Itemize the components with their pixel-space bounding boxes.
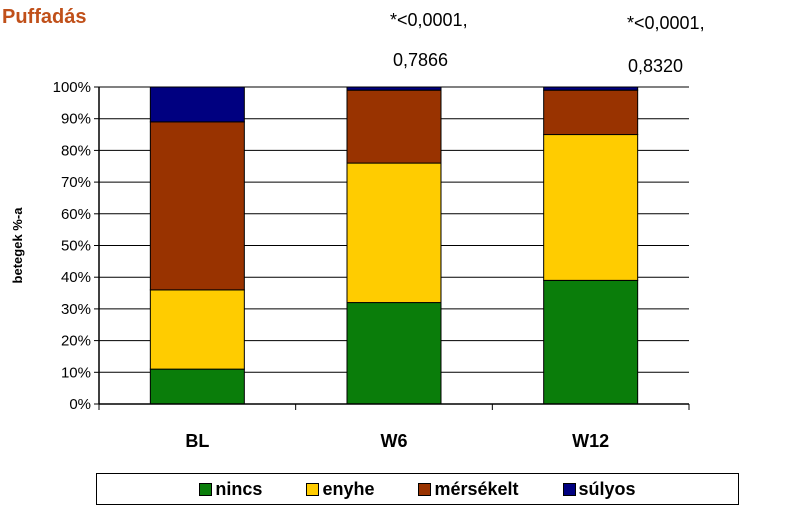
bar-segment-enyhe — [543, 134, 639, 281]
y-tick-label: 70% — [61, 174, 91, 191]
x-tick-label: BL — [185, 431, 209, 451]
axes — [94, 86, 690, 410]
y-tick-label: 20% — [61, 333, 91, 350]
y-tick-label: 0% — [69, 396, 91, 413]
bar-segment-enyhe — [346, 162, 442, 304]
bar-segment-sulyos — [346, 86, 442, 91]
y-tick-label: 10% — [61, 364, 91, 381]
y-tick-label: 80% — [61, 142, 91, 159]
bar-segment-mersekelt — [149, 121, 245, 291]
bar-segment-mersekelt — [346, 89, 442, 164]
bar-segment-mersekelt — [543, 89, 639, 136]
legend-label-nincs: nincs — [215, 478, 263, 499]
legend-item-nincs: nincs — [199, 479, 262, 500]
pvalue-w12-line2: 0,8320 — [628, 56, 684, 76]
y-tick-label: 90% — [61, 111, 91, 128]
y-tick-label: 50% — [61, 238, 91, 255]
y-tick-label: 30% — [61, 301, 91, 318]
axis-labels: 0% 10% 20% 30% 40% 50% 60% 70% 80% 90% 100% BL W6 W12… — [10, 79, 609, 451]
x-tick-label: W12 — [572, 431, 609, 451]
bar-segment-sulyos — [149, 86, 245, 123]
pvalue-w6-line1: *<0,0001, — [390, 10, 468, 30]
legend-label-enyhe: enyhe — [322, 478, 375, 499]
legend-swatch-sulyos — [562, 482, 576, 496]
stacked-bar-chart: 0% 10% 20% 30% 40% 50% 60% 70% 80% 90% 100% BL W6 W12… — [10, 79, 690, 451]
legend-item-enyhe: enyhe — [306, 479, 374, 500]
legend-swatch-nincs — [199, 482, 213, 496]
legend-item-sulyos: súlyos — [562, 478, 636, 500]
x-tick-label: W6 — [381, 431, 408, 451]
pvalue-w12-line1: *<0,0001, — [627, 13, 705, 33]
bar-segment-sulyos — [543, 86, 639, 91]
legend: nincs enyhe mérsékelt súlyos — [96, 473, 739, 505]
legend-swatch-enyhe — [306, 482, 320, 496]
y-tick-label: 40% — [61, 269, 91, 286]
chart-title: Puffadás — [2, 6, 87, 28]
y-tick-label: 100% — [53, 79, 91, 96]
bar-segment-enyhe — [149, 289, 245, 370]
bar-segment-nincs — [149, 368, 245, 405]
bar-segment-nincs — [543, 279, 639, 405]
legend-label-mersekelt: mérsékelt — [434, 478, 519, 499]
legend-swatch-mersekelt — [418, 482, 432, 496]
legend-label-sulyos: súlyos — [578, 478, 636, 499]
bar-segments — [149, 86, 639, 405]
y-tick-label: 60% — [61, 206, 91, 223]
bar-segment-nincs — [346, 302, 442, 405]
y-axis-label: betegek %-a — [10, 207, 25, 284]
legend-item-mersekelt: mérsékelt — [418, 478, 519, 500]
pvalue-w6-line2: 0,7866 — [393, 50, 449, 70]
